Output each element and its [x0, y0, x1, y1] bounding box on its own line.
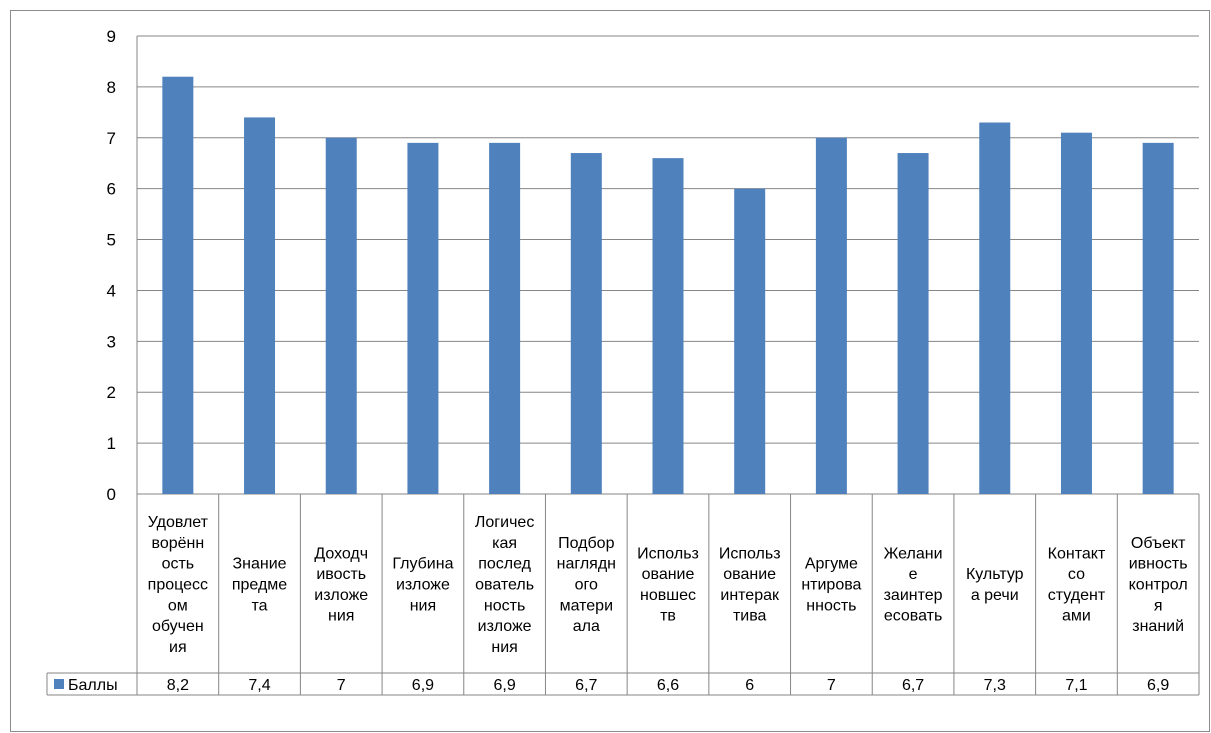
- y-tick-label: 9: [107, 27, 116, 46]
- category-label: Использ ование интерак тива: [719, 545, 781, 624]
- y-tick-label: 0: [107, 485, 116, 504]
- bar: [734, 188, 766, 494]
- category-label: Контакт со студент ами: [1048, 545, 1106, 624]
- bar: [489, 142, 521, 494]
- data-table-value: 6: [745, 677, 754, 694]
- y-tick-label: 1: [107, 434, 116, 453]
- category-label: Подбор наглядн ого матери ала: [557, 535, 616, 635]
- legend-key: [54, 679, 64, 689]
- bar: [652, 158, 684, 494]
- chart-frame: [10, 10, 1210, 732]
- y-tick-label: 4: [107, 281, 116, 300]
- bar: [570, 153, 602, 495]
- category-label: Логичес кая послед ователь ность изложе ния: [475, 514, 534, 656]
- y-tick-label: 5: [107, 231, 116, 250]
- bar: [325, 137, 357, 494]
- data-table-value: 6,9: [1147, 677, 1169, 694]
- category-label: Желани е заинтер есовать: [884, 545, 943, 624]
- bar: [1142, 142, 1174, 494]
- category-label: Использ ование новшес тв: [637, 545, 699, 624]
- y-tick-label: 3: [107, 332, 116, 351]
- category-label: Объект ивность контрол я знаний: [1129, 535, 1188, 635]
- y-tick-label: 8: [107, 78, 116, 97]
- bar: [897, 153, 929, 495]
- data-table-value: 7: [337, 677, 346, 694]
- data-table-value: 6,7: [575, 677, 597, 694]
- category-label: Культур а речи: [966, 566, 1024, 604]
- bar: [979, 122, 1011, 494]
- y-tick-label: 7: [107, 129, 116, 148]
- data-table-value: 7,1: [1065, 677, 1087, 694]
- data-table-value: 6,9: [493, 677, 515, 694]
- data-table-value: 6,6: [657, 677, 679, 694]
- legend-label: Баллы: [68, 677, 118, 694]
- y-tick-label: 6: [107, 180, 116, 199]
- y-tick-label: 2: [107, 383, 116, 402]
- data-table-value: 7: [827, 677, 836, 694]
- bar: [1060, 132, 1092, 494]
- bar: [244, 117, 276, 494]
- data-table-value: 7,3: [984, 677, 1006, 694]
- data-table-value: 7,4: [248, 677, 270, 694]
- data-table-value: 6,9: [412, 677, 434, 694]
- category-label: Доходч ивость изложе ния: [314, 545, 368, 624]
- category-label: Глубина изложе ния: [392, 556, 453, 615]
- data-table-value: 8,2: [167, 677, 189, 694]
- bar: [162, 76, 194, 494]
- bar: [815, 137, 847, 494]
- data-table-value: 6,7: [902, 677, 924, 694]
- category-label: Удовлет ворённ ость процесс ом обучен ия: [148, 514, 209, 656]
- bar: [407, 142, 439, 494]
- category-label: Аргуме нтирова нность: [801, 556, 861, 615]
- category-label: Знание предме та: [232, 556, 287, 615]
